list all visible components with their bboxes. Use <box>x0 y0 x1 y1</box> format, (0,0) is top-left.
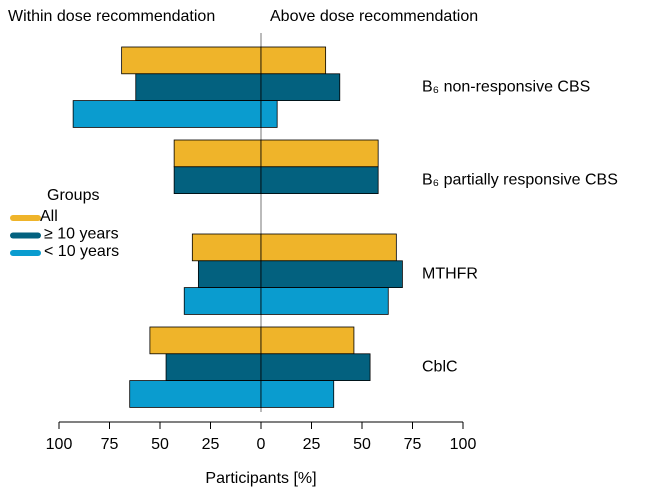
bar <box>260 100 278 128</box>
bar <box>260 46 327 75</box>
bar <box>173 166 262 195</box>
bar <box>260 380 335 408</box>
bar <box>260 353 371 381</box>
category-label: B₆ non-responsive CBS <box>422 78 590 95</box>
bar <box>135 73 262 102</box>
bar <box>173 139 262 168</box>
legend-label: < 10 years <box>44 243 119 260</box>
bar <box>129 380 262 408</box>
header-right: Above dose recommendation <box>270 8 478 25</box>
legend-title: Groups <box>47 187 99 204</box>
category-label: CblC <box>422 358 458 375</box>
header-left: Within dose recommendation <box>8 8 215 25</box>
category-label: MTHFR <box>422 265 478 282</box>
x-tick-label: 75 <box>404 436 422 453</box>
bar <box>260 233 397 262</box>
bar <box>191 233 262 262</box>
bar <box>260 73 341 102</box>
x-axis-label: Participants [%] <box>205 470 316 487</box>
bar <box>72 100 262 128</box>
x-tick-label: 100 <box>46 436 73 453</box>
x-tick-label: 100 <box>450 436 477 453</box>
bar <box>197 260 262 288</box>
category-label: B₆ partially responsive CBS <box>422 171 618 188</box>
bar <box>260 326 355 355</box>
bar <box>260 166 379 195</box>
x-tick-label: 0 <box>257 436 266 453</box>
bar <box>149 326 262 355</box>
x-tick-label: 25 <box>303 436 321 453</box>
bar <box>260 260 403 288</box>
bar <box>121 46 262 75</box>
bar <box>165 353 262 381</box>
x-tick-label: 75 <box>101 436 119 453</box>
x-tick-label: 50 <box>151 436 169 453</box>
legend-label: All <box>40 208 58 225</box>
x-tick-label: 25 <box>202 436 220 453</box>
x-tick-label: 50 <box>353 436 371 453</box>
bar <box>183 287 262 315</box>
bar <box>260 287 389 315</box>
bar <box>260 139 379 168</box>
legend-label: ≥ 10 years <box>44 226 119 243</box>
